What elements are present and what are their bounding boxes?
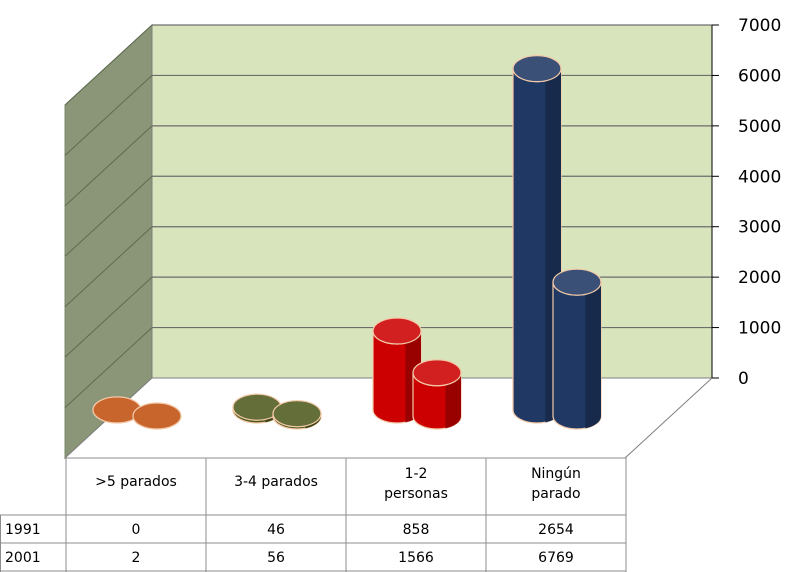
bar-1991-0 (132, 402, 182, 430)
bar-1991-3 (552, 268, 602, 430)
bar-top (132, 402, 182, 430)
category-label: 3-4 parados (234, 474, 318, 490)
y-tick-label: 5000 (738, 117, 781, 137)
side-gridline (64, 125, 153, 207)
y-tick-label: 2000 (738, 268, 781, 288)
table-cell: 46 (267, 522, 285, 538)
side-gridline (64, 175, 153, 257)
category-label: personas (384, 486, 448, 502)
table-cell: 2654 (538, 522, 574, 538)
table-row-label: 2001 (5, 550, 41, 566)
bars (92, 55, 602, 430)
y-tick-label: 7000 (738, 16, 781, 36)
y-tick-label: 1000 (738, 319, 781, 339)
side-gridline (64, 276, 153, 358)
bar-1991-1 (272, 400, 322, 430)
y-tick-label: 6000 (738, 66, 781, 86)
bar-top (552, 268, 602, 296)
table-cell: 6769 (538, 550, 574, 566)
category-label: parado (531, 486, 580, 502)
table-cell: 0 (132, 522, 141, 538)
category-label: Ningún (531, 466, 581, 482)
side-gridline (64, 24, 153, 106)
table-cell: 2 (132, 550, 141, 566)
y-tick-label: 0 (738, 369, 749, 389)
side-gridline (64, 75, 153, 156)
category-label: >5 parados (95, 474, 177, 490)
chart-walls (63, 23, 714, 460)
bar-top (272, 400, 322, 428)
data-table: >5 parados 3-4 parados 1-2 personas Ningún pa… (0, 457, 627, 572)
bar-top (512, 55, 562, 83)
bar-1991-2 (412, 359, 462, 430)
y-tick-label: 4000 (738, 167, 781, 187)
table-row-label: 1991 (5, 522, 41, 538)
bar-top (372, 317, 422, 345)
bar-shade (305, 413, 322, 429)
side-gridline (64, 226, 153, 308)
table-cell: 56 (267, 550, 285, 566)
bar-top (412, 359, 462, 387)
bar-shade (445, 372, 462, 429)
category-label: 1-2 (405, 466, 428, 482)
side-gridline (64, 327, 153, 408)
y-tick-label: 3000 (738, 218, 781, 238)
y-axis-ticks: 0 1000 2000 3000 4000 5000 6000 7000 (711, 16, 781, 389)
gridlines (64, 24, 712, 408)
table-cell: 1566 (398, 550, 434, 566)
bar-shade (585, 282, 602, 429)
table-cell: 858 (403, 522, 430, 538)
back-wall (151, 24, 713, 379)
